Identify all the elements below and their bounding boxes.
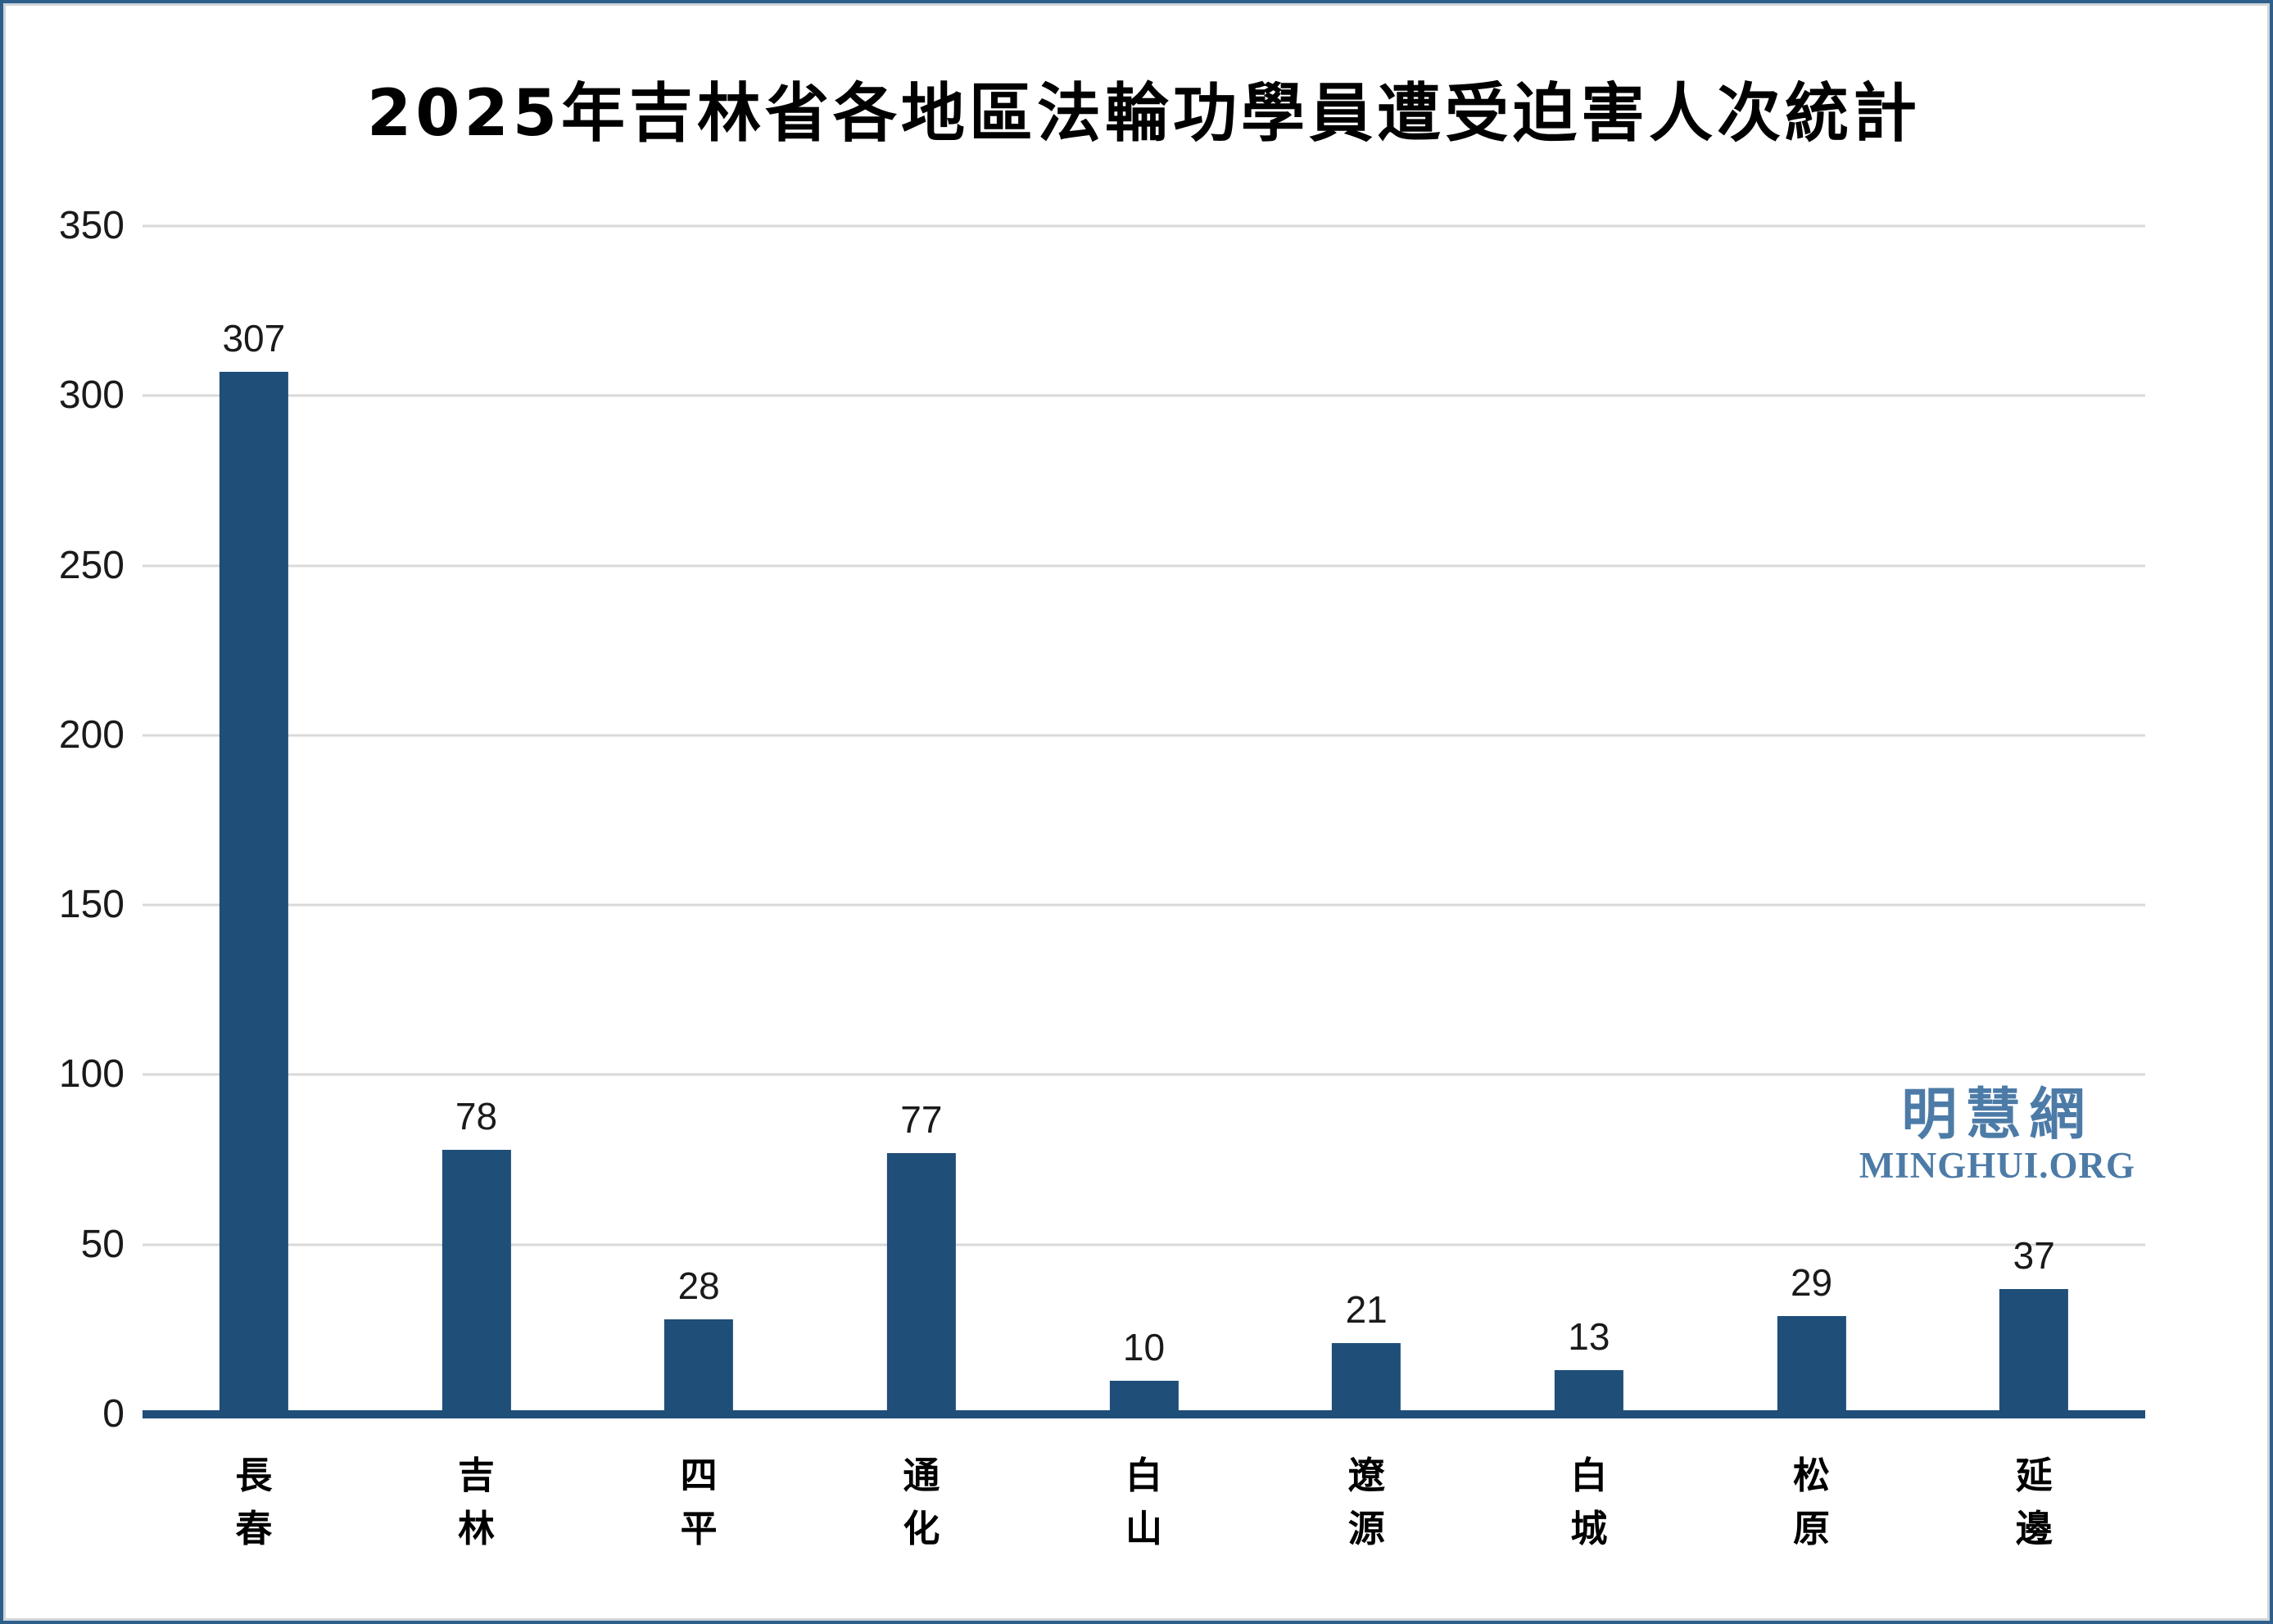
bar: [1999, 1288, 2069, 1414]
bar: [1332, 1342, 1401, 1414]
bar: [219, 372, 288, 1414]
gridline: [143, 224, 2145, 228]
x-axis-label: 白城: [1478, 1449, 1700, 1556]
bar-group: 37: [1922, 226, 2145, 1414]
bar: [1554, 1370, 1623, 1414]
gridline: [143, 564, 2145, 568]
bar-value-label: 21: [1345, 1287, 1388, 1331]
y-axis-tick-label: 100: [58, 1052, 125, 1097]
x-axis-line: [143, 1410, 2145, 1418]
minghui-watermark: 明慧網 MINGHUI.ORG: [1859, 1086, 2135, 1184]
bar-group: 28: [587, 226, 810, 1414]
y-axis-tick-label: 0: [102, 1392, 125, 1436]
y-axis-tick-label: 50: [80, 1222, 125, 1266]
x-axis-label-char: 白: [1570, 1454, 1608, 1497]
x-axis-label: 延邊: [1922, 1449, 2145, 1556]
x-axis-label-char: 源: [1347, 1507, 1385, 1551]
watermark-chinese-text: 明慧網: [1901, 1083, 2094, 1147]
x-axis-label: 長春: [143, 1449, 365, 1556]
x-axis-label: 松原: [1700, 1449, 1923, 1556]
bar-value-label: 13: [1568, 1315, 1610, 1359]
x-axis-label-char: 城: [1570, 1507, 1608, 1551]
gridline: [143, 394, 2145, 397]
x-axis-label-char: 吉: [458, 1454, 496, 1497]
x-axis-label-char: 山: [1125, 1507, 1163, 1551]
gridline: [143, 903, 2145, 907]
bar-group: 29: [1700, 226, 1923, 1414]
x-axis-label-char: 遼: [1347, 1454, 1385, 1497]
x-axis-label-char: 通: [903, 1454, 940, 1497]
bar-group: 77: [810, 226, 1033, 1414]
bar-group: 78: [365, 226, 588, 1414]
y-axis-tick-label: 300: [58, 373, 125, 418]
x-axis-label-char: 四: [680, 1454, 718, 1497]
plot-area: 0 50 100 150 200 250 300 350 307 78 28 77 10 21 13 29 3…: [59, 206, 2145, 1550]
bar-value-label: 307: [222, 317, 286, 360]
x-axis-label-char: 白: [1125, 1454, 1163, 1497]
bar-group: 21: [1255, 226, 1478, 1414]
bar: [886, 1152, 956, 1414]
y-axis-tick-label: 150: [58, 883, 125, 927]
chart-title: 2025年吉林省各地區法輪功學員遭受迫害人次統計: [366, 77, 1922, 151]
x-axis-label-char: 化: [903, 1507, 940, 1551]
bar-value-label: 10: [1122, 1325, 1166, 1368]
x-axis-label: 通化: [810, 1449, 1033, 1556]
bars-layer: 307 78 28 77 10 21 13 29 37: [143, 226, 2145, 1414]
x-axis-labels: 長春吉林四平通化白山遼源白城松原延邊: [143, 1449, 2145, 1556]
x-axis-label-char: 平: [680, 1507, 718, 1551]
bar-value-label: 77: [900, 1097, 943, 1141]
x-axis-label-char: 松: [1793, 1454, 1831, 1497]
x-axis-label-char: 原: [1793, 1507, 1831, 1551]
y-axis-tick-label: 350: [58, 204, 125, 247]
gridline: [143, 1243, 2145, 1246]
bar: [1777, 1315, 1846, 1414]
bar-group: 10: [1033, 226, 1256, 1414]
x-axis-label: 吉林: [365, 1449, 588, 1556]
bar-value-label: 37: [2013, 1233, 2055, 1277]
x-axis-label: 遼源: [1255, 1449, 1478, 1556]
bar-value-label: 78: [455, 1094, 498, 1138]
bar-value-label: 29: [1790, 1260, 1833, 1304]
bar-group: 307: [143, 226, 365, 1414]
x-axis-label-char: 邊: [2015, 1507, 2053, 1551]
watermark-latin-text: MINGHUI.ORG: [1859, 1145, 2135, 1187]
y-axis-tick-label: 250: [58, 543, 125, 587]
x-axis-label-char: 林: [458, 1507, 496, 1551]
x-axis-label-char: 延: [2015, 1454, 2053, 1497]
bar-value-label: 28: [677, 1264, 720, 1307]
x-axis-label: 四平: [587, 1449, 810, 1556]
bar-group: 13: [1478, 226, 1700, 1414]
bar: [664, 1319, 734, 1414]
x-axis-label-char: 春: [235, 1507, 273, 1551]
bar: [1109, 1380, 1179, 1414]
bar: [441, 1149, 511, 1414]
gridline: [143, 1073, 2145, 1076]
x-axis-label-char: 長: [235, 1454, 273, 1497]
x-axis-label: 白山: [1033, 1449, 1256, 1556]
y-axis-tick-label: 200: [58, 712, 125, 757]
gridline: [143, 734, 2145, 737]
